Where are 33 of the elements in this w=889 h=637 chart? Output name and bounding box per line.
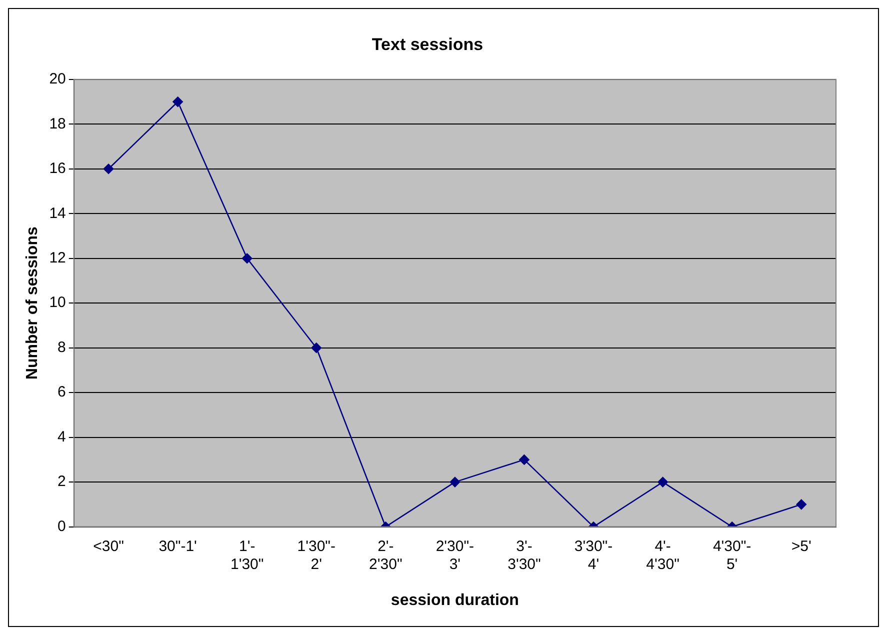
y-tick-label: 16: [49, 160, 66, 178]
y-tick-label: 4: [58, 428, 66, 446]
point: [172, 96, 183, 107]
point: [450, 476, 460, 488]
x-tick-label: 4'30"-5': [712, 538, 752, 573]
y-tick-label: 10: [49, 294, 66, 312]
x-tick-label: 3'-3'30": [508, 538, 541, 573]
x-tick-label: 4'-4'30": [646, 538, 680, 573]
y-tick-label: 8: [58, 338, 66, 356]
x-tick-label: 30"-1': [158, 538, 198, 555]
y-tick-label: 18: [49, 115, 66, 132]
point: [658, 476, 668, 488]
y-tick-label: 12: [49, 250, 66, 266]
point: [796, 499, 807, 510]
x-tick-label: >5': [791, 538, 812, 555]
chart-title: Text sessions: [372, 34, 484, 54]
point: [242, 253, 252, 264]
y-tick-label: 2: [58, 473, 66, 490]
y-axis-title: Number of sessions: [24, 226, 42, 380]
point: [519, 454, 530, 465]
x-tick-label: <30": [93, 538, 124, 555]
x-tick-label: 2'30"-3': [436, 538, 474, 573]
y-tick-label: 0: [58, 518, 66, 535]
y-tick-label: 14: [49, 204, 66, 222]
x-tick-label: 1'30"-2': [297, 538, 336, 573]
point: [103, 164, 114, 174]
point: [311, 342, 322, 353]
x-axis-title: session duration: [390, 592, 519, 609]
y-tick-label: 20: [49, 70, 66, 88]
y-tick-label: 6: [58, 384, 66, 401]
x-tick-label: 2'-2'30": [369, 538, 402, 573]
x-tick-label: 3'30"-4': [574, 538, 613, 573]
x-tick-label: 1'-1'30": [230, 538, 264, 573]
